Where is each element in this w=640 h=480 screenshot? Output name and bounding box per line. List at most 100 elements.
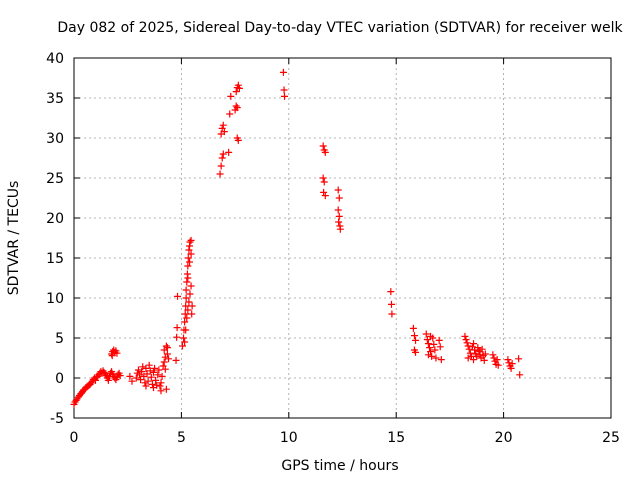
data-point	[172, 356, 180, 364]
data-point	[116, 372, 124, 380]
y-tick-label: -5	[50, 411, 64, 427]
y-tick-label: 40	[46, 51, 64, 67]
data-point	[515, 355, 523, 363]
data-point	[436, 343, 444, 351]
data-point	[437, 356, 445, 364]
data-point	[462, 336, 470, 344]
data-point	[466, 349, 474, 357]
data-point	[126, 372, 134, 380]
y-tick-label: 15	[46, 251, 64, 267]
data-point	[128, 377, 136, 385]
data-point	[470, 356, 478, 364]
data-point	[321, 148, 329, 156]
data-point	[226, 110, 234, 118]
y-tick-label: 35	[46, 91, 64, 107]
data-point	[148, 380, 156, 388]
data-point	[218, 154, 226, 162]
data-point	[422, 330, 430, 338]
data-point	[144, 377, 152, 385]
data-point	[162, 385, 170, 393]
data-point	[412, 336, 420, 344]
data-point	[188, 302, 196, 310]
data-point	[147, 373, 155, 381]
data-point	[132, 374, 140, 382]
data-point	[181, 318, 189, 326]
x-axis-label: GPS time / hours	[281, 458, 398, 474]
data-point	[232, 102, 240, 110]
data-point	[156, 382, 164, 390]
data-point	[185, 298, 193, 306]
data-point	[113, 349, 121, 357]
y-tick-label: 20	[46, 211, 64, 227]
x-tick-label: 5	[177, 430, 186, 446]
data-point	[162, 342, 170, 350]
data-point	[335, 212, 343, 220]
data-point	[181, 338, 189, 346]
data-point	[163, 344, 171, 352]
data-point	[185, 246, 193, 254]
data-point	[321, 192, 329, 200]
data-point	[141, 379, 149, 387]
data-point	[138, 368, 146, 376]
data-point	[91, 376, 99, 384]
data-point	[142, 382, 150, 390]
data-point	[146, 367, 154, 375]
data-point	[134, 366, 142, 374]
data-point	[476, 348, 484, 356]
x-tick-label: 15	[387, 430, 405, 446]
data-point	[409, 324, 417, 332]
data-point	[432, 354, 440, 362]
data-point	[388, 310, 396, 318]
data-point	[184, 262, 192, 270]
data-point	[425, 344, 433, 352]
data-point	[475, 347, 483, 355]
data-point	[233, 104, 241, 112]
x-tick-label: 20	[495, 430, 513, 446]
data-point	[473, 352, 481, 360]
data-point	[430, 340, 438, 348]
data-point	[334, 206, 342, 214]
data-point	[461, 332, 469, 340]
data-point	[182, 326, 190, 334]
data-point	[152, 376, 160, 384]
data-point	[187, 282, 195, 290]
data-point	[157, 379, 165, 387]
y-tick-label: 25	[46, 171, 64, 187]
data-point	[104, 376, 112, 384]
data-point	[173, 333, 181, 341]
x-tick-label: 25	[602, 430, 620, 446]
data-point	[216, 170, 224, 178]
y-tick-label: 30	[46, 131, 64, 147]
y-tick-label: 5	[55, 331, 64, 347]
data-point	[186, 290, 194, 298]
data-point	[474, 344, 482, 352]
y-tick-label: 0	[55, 371, 64, 387]
data-point	[481, 350, 489, 358]
data-point	[184, 306, 192, 314]
data-point	[225, 148, 233, 156]
data-point	[145, 361, 153, 369]
data-point	[464, 354, 472, 362]
data-point	[182, 294, 190, 302]
data-point	[320, 178, 328, 186]
data-point	[142, 364, 150, 372]
data-point	[336, 225, 344, 233]
y-tick-label: 10	[46, 291, 64, 307]
axis-ticks: 0 5 10 15 20 25 -5 0 5 10 15 20 25 30 35 40	[46, 51, 620, 446]
data-point	[493, 356, 501, 364]
data-point	[505, 359, 513, 367]
data-point	[178, 342, 186, 350]
data-point	[334, 186, 342, 194]
data-point	[184, 274, 192, 282]
data-point	[489, 351, 497, 359]
data-points	[70, 68, 524, 408]
data-point	[507, 364, 515, 372]
data-point	[181, 310, 189, 318]
data-point	[187, 236, 195, 244]
data-point	[188, 310, 196, 318]
data-point	[161, 353, 169, 361]
data-point	[470, 340, 478, 348]
data-point	[335, 218, 343, 226]
data-point	[234, 81, 242, 89]
